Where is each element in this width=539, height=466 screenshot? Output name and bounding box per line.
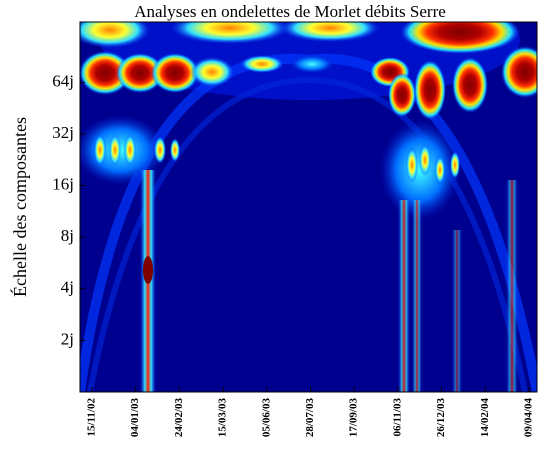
blob — [501, 46, 537, 98]
blob — [151, 53, 199, 93]
streak-core — [143, 256, 153, 284]
blob — [170, 22, 290, 44]
x-tick-label: 04/01/03 — [129, 398, 141, 438]
x-tick-label: 14/02/04 — [479, 398, 491, 438]
ripples — [94, 134, 460, 184]
streak — [398, 200, 410, 392]
x-tick-label: 26/12/03 — [435, 398, 447, 438]
blob — [80, 22, 150, 48]
y-axis-label: Échelle des composantes — [9, 117, 30, 297]
blob — [290, 55, 334, 73]
blob — [280, 22, 380, 42]
blob — [380, 120, 460, 220]
blob — [80, 51, 131, 95]
streak — [452, 230, 462, 392]
blob — [240, 55, 284, 73]
x-tick-label: 09/04/04 — [523, 398, 535, 438]
arch — [87, 76, 528, 392]
blob — [452, 57, 488, 113]
x-tick-label: 17/09/03 — [348, 398, 360, 438]
streak — [412, 200, 422, 392]
blob — [80, 115, 165, 185]
x-tick-label: 06/11/03 — [391, 398, 403, 437]
y-tick-label: 16j — [52, 174, 74, 193]
streak — [506, 180, 518, 392]
y-tick-label: 32j — [52, 123, 74, 142]
blob — [388, 73, 416, 117]
blob — [116, 53, 164, 93]
x-tick-label: 15/03/03 — [217, 398, 229, 438]
y-tick-label: 64j — [52, 71, 74, 90]
blob — [400, 22, 520, 54]
x-tick-label: 05/06/03 — [260, 398, 272, 438]
plot-frame — [79, 21, 538, 393]
blob — [190, 57, 234, 87]
y-tick-label: 4j — [61, 278, 74, 297]
x-tick-label: 24/02/03 — [173, 398, 185, 438]
y-tick-label: 2j — [61, 329, 74, 348]
x-tick-label: 15/11/02 — [86, 398, 98, 437]
y-tick-label: 8j — [61, 226, 74, 245]
x-tick-label: 28/07/03 — [304, 398, 316, 438]
chart-title: Analyses en ondelettes de Morlet débits … — [134, 2, 446, 21]
blob — [414, 60, 446, 120]
scalogram — [80, 22, 537, 392]
